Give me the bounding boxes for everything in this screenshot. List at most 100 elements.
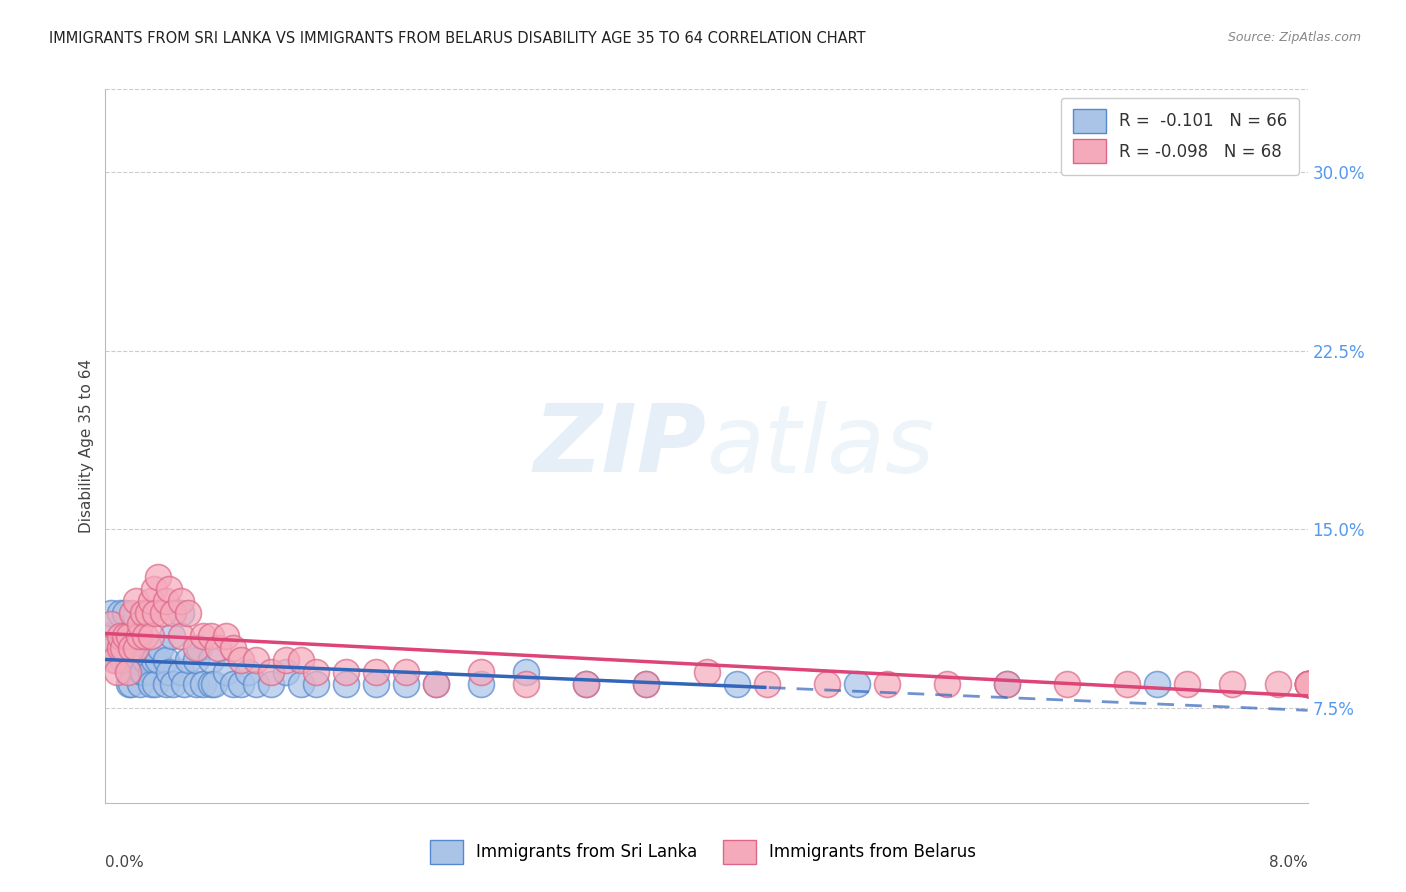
Point — [128, 629, 150, 643]
Text: ZIP: ZIP — [534, 400, 707, 492]
Point — [110, 641, 132, 656]
Point — [155, 677, 177, 691]
Point — [132, 665, 155, 679]
Point — [1175, 677, 1198, 691]
Y-axis label: Disability Age 35 to 64: Disability Age 35 to 64 — [79, 359, 94, 533]
Point — [97, 641, 120, 656]
Point — [110, 629, 132, 643]
Point — [160, 629, 183, 643]
Legend: Immigrants from Sri Lanka, Immigrants from Belarus: Immigrants from Sri Lanka, Immigrants fr… — [423, 833, 983, 871]
Point — [124, 653, 146, 667]
Point — [184, 653, 207, 667]
Point — [103, 641, 125, 656]
Point — [117, 653, 139, 667]
Point — [139, 677, 162, 691]
Point — [335, 677, 357, 691]
Point — [1296, 677, 1319, 691]
Point — [169, 593, 191, 607]
Point — [245, 677, 267, 691]
Point — [112, 653, 135, 667]
Point — [134, 629, 156, 643]
Point — [139, 593, 162, 607]
Point — [1296, 677, 1319, 691]
Point — [120, 677, 142, 691]
Point — [335, 665, 357, 679]
Text: IMMIGRANTS FROM SRI LANKA VS IMMIGRANTS FROM BELARUS DISABILITY AGE 35 TO 64 COR: IMMIGRANTS FROM SRI LANKA VS IMMIGRANTS … — [49, 31, 866, 46]
Point — [143, 677, 166, 691]
Point — [120, 641, 142, 656]
Point — [305, 677, 328, 691]
Point — [184, 641, 207, 656]
Point — [157, 582, 180, 596]
Point — [142, 582, 165, 596]
Point — [696, 665, 718, 679]
Point — [290, 677, 312, 691]
Point — [139, 653, 162, 667]
Point — [124, 593, 146, 607]
Legend: R =  -0.101   N = 66, R = -0.098   N = 68: R = -0.101 N = 66, R = -0.098 N = 68 — [1062, 97, 1299, 175]
Point — [128, 629, 150, 643]
Point — [1296, 677, 1319, 691]
Point — [815, 677, 838, 691]
Point — [146, 570, 169, 584]
Point — [425, 677, 447, 691]
Point — [169, 665, 191, 679]
Point — [107, 653, 129, 667]
Point — [121, 641, 143, 656]
Point — [200, 653, 222, 667]
Point — [152, 606, 174, 620]
Point — [146, 653, 169, 667]
Point — [110, 641, 132, 656]
Point — [214, 665, 236, 679]
Point — [100, 617, 122, 632]
Point — [200, 677, 222, 691]
Point — [202, 677, 225, 691]
Point — [222, 677, 245, 691]
Point — [157, 665, 180, 679]
Point — [1296, 677, 1319, 691]
Point — [470, 665, 492, 679]
Point — [118, 677, 141, 691]
Point — [114, 606, 136, 620]
Point — [636, 677, 658, 691]
Point — [1116, 677, 1139, 691]
Point — [139, 665, 162, 679]
Point — [1296, 677, 1319, 691]
Point — [143, 606, 166, 620]
Point — [118, 629, 141, 643]
Point — [103, 653, 125, 667]
Point — [515, 677, 537, 691]
Point — [1056, 677, 1078, 691]
Point — [124, 629, 146, 643]
Point — [1296, 677, 1319, 691]
Point — [162, 606, 184, 620]
Point — [142, 653, 165, 667]
Point — [725, 677, 748, 691]
Point — [575, 677, 598, 691]
Point — [1146, 677, 1168, 691]
Point — [131, 665, 153, 679]
Point — [169, 629, 191, 643]
Point — [395, 677, 418, 691]
Point — [1267, 677, 1289, 691]
Point — [845, 677, 868, 691]
Point — [107, 665, 129, 679]
Point — [200, 629, 222, 643]
Point — [177, 606, 200, 620]
Text: Source: ZipAtlas.com: Source: ZipAtlas.com — [1227, 31, 1361, 45]
Text: 8.0%: 8.0% — [1268, 855, 1308, 870]
Point — [121, 606, 143, 620]
Point — [995, 677, 1018, 691]
Point — [364, 665, 387, 679]
Point — [115, 641, 138, 656]
Point — [260, 665, 283, 679]
Point — [515, 665, 537, 679]
Point — [995, 677, 1018, 691]
Text: 0.0%: 0.0% — [105, 855, 145, 870]
Point — [214, 629, 236, 643]
Point — [155, 593, 177, 607]
Point — [155, 653, 177, 667]
Point — [139, 629, 162, 643]
Point — [636, 677, 658, 691]
Point — [148, 641, 170, 656]
